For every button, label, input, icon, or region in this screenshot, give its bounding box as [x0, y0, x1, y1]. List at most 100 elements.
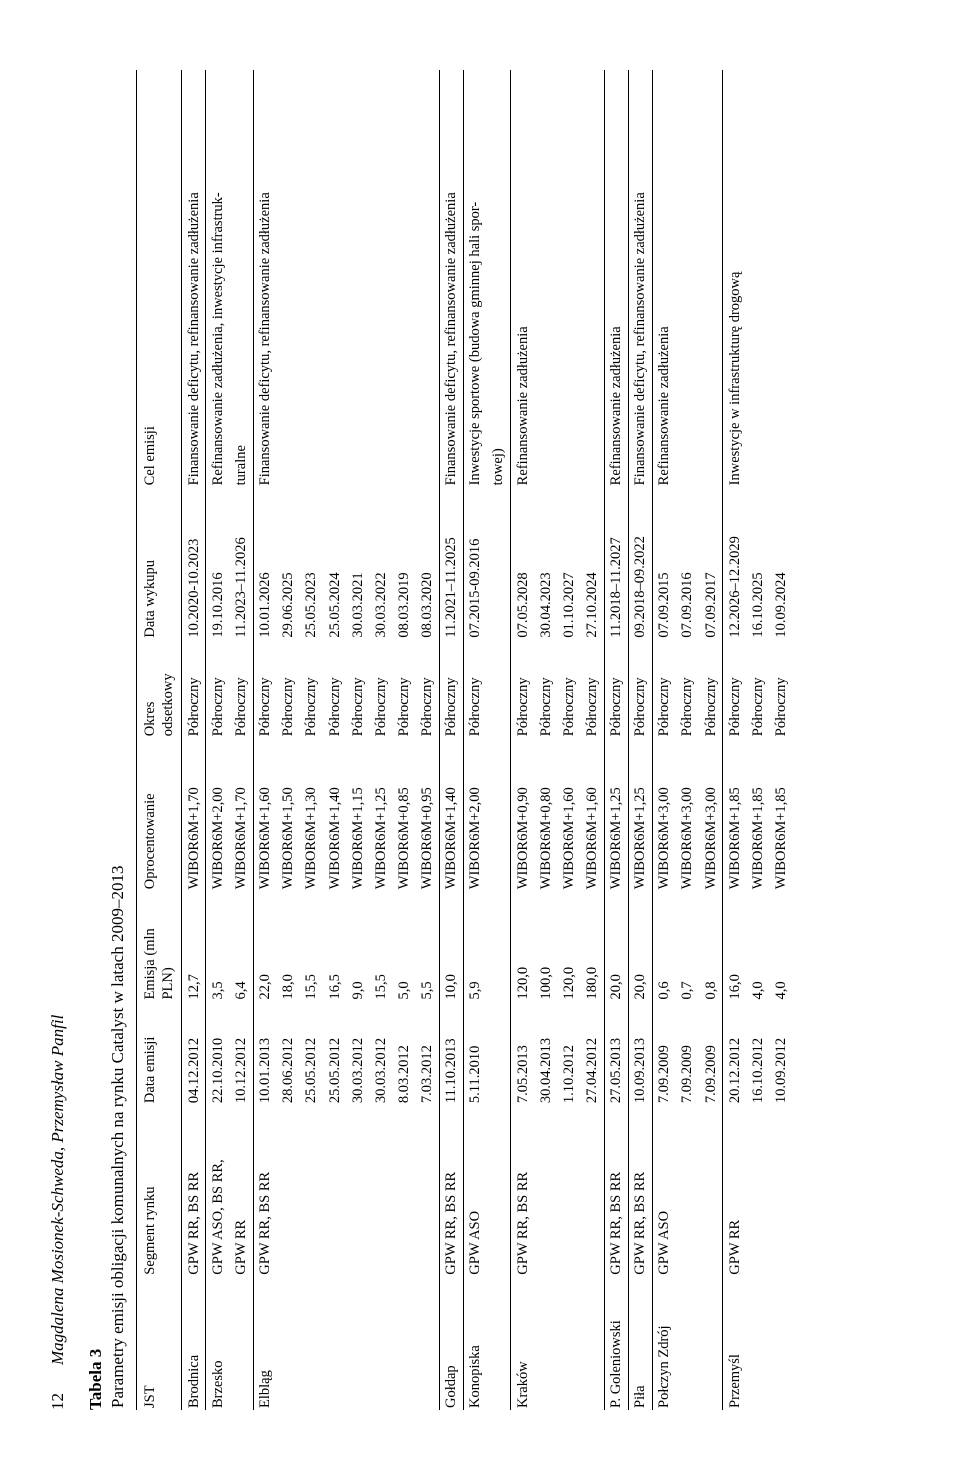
- cell-okres: Półroczny: [580, 640, 604, 739]
- table-row: P. GoleniowskiGPW RR, BS RR27.05.201320,…: [604, 70, 628, 1410]
- cell-jst: Połczyn Zdrój: [652, 1277, 676, 1410]
- table-row: GołdapGPW RR, BS RR11.10.201310,0WIBOR6M…: [439, 70, 463, 1410]
- cell-data-emisji: 28.06.2012: [277, 1002, 300, 1106]
- cell-data-emisji: 30.04.2013: [534, 1002, 557, 1106]
- cell-segment: GPW RR, BS RR: [628, 1105, 652, 1277]
- cell-cel: Finansowanie deficytu, refinansowanie za…: [628, 70, 652, 487]
- cell-okres: Półroczny: [253, 640, 277, 739]
- cell-okres: Półroczny: [300, 640, 323, 739]
- cell-okres: Półroczny: [699, 640, 723, 739]
- table-row: 10.09.20124,0WIBOR6M+1,85Półroczny10.09.…: [769, 70, 792, 1410]
- table-row: Połczyn ZdrójGPW ASO7.09.20090,6WIBOR6M+…: [652, 70, 676, 1410]
- bond-parameters-table: JST Segment rynku Data emisji Emisja (ml…: [136, 70, 793, 1410]
- cell-data-wykupu: [487, 487, 511, 639]
- cell-cel: [676, 70, 699, 487]
- cell-oprocentowanie: WIBOR6M+1,40: [439, 738, 463, 891]
- cell-segment: [277, 1105, 300, 1277]
- cell-emisja: 12,7: [182, 891, 206, 1001]
- cell-segment: GPW RR, BS RR: [511, 1105, 535, 1277]
- cell-okres: Półroczny: [230, 640, 254, 739]
- cell-cel: [300, 70, 323, 487]
- col-oprocentowanie: Oprocentowanie: [137, 738, 182, 891]
- cell-data-wykupu: 30.03.2022: [369, 487, 392, 639]
- table-row: GPW RR10.12.20126,4WIBOR6M+1,70Półroczny…: [230, 70, 254, 1410]
- table-row: 30.03.20129,0WIBOR6M+1,15Półroczny30.03.…: [346, 70, 369, 1410]
- cell-emisja: 100,0: [534, 891, 557, 1001]
- cell-segment: [676, 1105, 699, 1277]
- cell-okres: Półroczny: [463, 640, 487, 739]
- cell-cel: [746, 70, 769, 487]
- cell-data-emisji: 7.09.2009: [699, 1002, 723, 1106]
- cell-data-wykupu: 30.03.2021: [346, 487, 369, 639]
- cell-segment: [699, 1105, 723, 1277]
- table-row: 25.05.201215,5WIBOR6M+1,30Półroczny25.05…: [300, 70, 323, 1410]
- cell-data-wykupu: 25.05.2023: [300, 487, 323, 639]
- cell-data-emisji: 20.12.2012: [723, 1002, 747, 1106]
- cell-cel: Inwestycje w infrastrukturę drogową: [723, 70, 747, 487]
- cell-jst: [487, 1277, 511, 1410]
- cell-data-emisji: 10.12.2012: [230, 1002, 254, 1106]
- col-data-wykupu: Data wykupu: [137, 487, 182, 639]
- cell-data-emisji: 25.05.2012: [323, 1002, 346, 1106]
- cell-cel: [769, 70, 792, 487]
- cell-oprocentowanie: WIBOR6M+3,00: [699, 738, 723, 891]
- cell-oprocentowanie: WIBOR6M+2,00: [206, 738, 230, 891]
- cell-segment: GPW RR: [230, 1105, 254, 1277]
- table-row: 7.03.20125,5WIBOR6M+0,95Półroczny08.03.2…: [416, 70, 440, 1410]
- cell-cel: Refinansowanie zadłużenia, inwestycje in…: [206, 70, 230, 487]
- cell-data-wykupu: 12.2026–12.2029: [723, 487, 747, 639]
- cell-segment: GPW ASO: [463, 1105, 487, 1277]
- cell-cel: Finansowanie deficytu, refinansowanie za…: [253, 70, 277, 487]
- cell-segment: [746, 1105, 769, 1277]
- cell-data-emisji: 04.12.2012: [182, 1002, 206, 1106]
- cell-cel: [346, 70, 369, 487]
- cell-okres: Półroczny: [439, 640, 463, 739]
- table-row: 8.03.20125,0WIBOR6M+0,85Półroczny08.03.2…: [392, 70, 415, 1410]
- table-row: towej): [487, 70, 511, 1410]
- cell-segment: [769, 1105, 792, 1277]
- cell-okres: Półroczny: [746, 640, 769, 739]
- cell-oprocentowanie: WIBOR6M+3,00: [652, 738, 676, 891]
- cell-segment: [300, 1105, 323, 1277]
- cell-data-emisji: 30.03.2012: [369, 1002, 392, 1106]
- cell-okres: Półroczny: [723, 640, 747, 739]
- cell-emisja: 18,0: [277, 891, 300, 1001]
- cell-cel: Refinansowanie zadłużenia: [604, 70, 628, 487]
- cell-okres: Półroczny: [511, 640, 535, 739]
- cell-emisja: 16,5: [323, 891, 346, 1001]
- cell-segment: [534, 1105, 557, 1277]
- cell-jst: [534, 1277, 557, 1410]
- cell-segment: GPW RR, BS RR: [182, 1105, 206, 1277]
- cell-data-emisji: 10.09.2012: [769, 1002, 792, 1106]
- running-header: 12 Magdalena Mosionek-Schweda, Przemysła…: [48, 70, 68, 1410]
- page-number: 12: [48, 1393, 68, 1410]
- cell-jst: Brodnica: [182, 1277, 206, 1410]
- table-row: 30.04.2013100,0WIBOR6M+0,80Półroczny30.0…: [534, 70, 557, 1410]
- cell-okres: Półroczny: [534, 640, 557, 739]
- cell-jst: [300, 1277, 323, 1410]
- cell-data-wykupu: 01.10.2027: [557, 487, 580, 639]
- cell-jst: [230, 1277, 254, 1410]
- cell-emisja: 5,0: [392, 891, 415, 1001]
- cell-emisja: 10,0: [439, 891, 463, 1001]
- cell-data-emisji: 10.09.2013: [628, 1002, 652, 1106]
- table-label: Tabela 3: [86, 70, 106, 1410]
- authors: Magdalena Mosionek-Schweda, Przemysław P…: [48, 1015, 68, 1365]
- table-row: BrzeskoGPW ASO, BS RR,22.10.20103,5WIBOR…: [206, 70, 230, 1410]
- cell-emisja: 15,5: [300, 891, 323, 1001]
- cell-okres: Półroczny: [346, 640, 369, 739]
- cell-oprocentowanie: WIBOR6M+1,70: [182, 738, 206, 891]
- cell-data-wykupu: 10.09.2024: [769, 487, 792, 639]
- table-row: PiłaGPW RR, BS RR10.09.201320,0WIBOR6M+1…: [628, 70, 652, 1410]
- cell-cel: [534, 70, 557, 487]
- cell-data-wykupu: 16.10.2025: [746, 487, 769, 639]
- cell-segment: [557, 1105, 580, 1277]
- cell-oprocentowanie: WIBOR6M+1,50: [277, 738, 300, 891]
- col-cel: Cel emisji: [137, 70, 182, 487]
- cell-cel: towej): [487, 70, 511, 487]
- cell-segment: [416, 1105, 440, 1277]
- cell-jst: [676, 1277, 699, 1410]
- cell-data-wykupu: 09.2018–09.2022: [628, 487, 652, 639]
- cell-data-wykupu: 11.2018–11.2027: [604, 487, 628, 639]
- cell-cel: [369, 70, 392, 487]
